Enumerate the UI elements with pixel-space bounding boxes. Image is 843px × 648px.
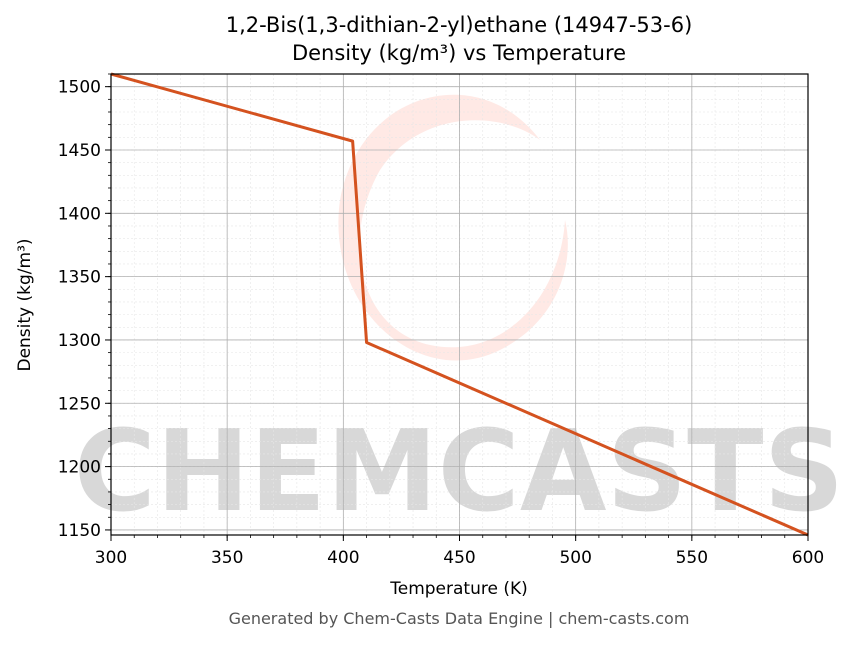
- grid: [105, 73, 809, 541]
- data-line: [110, 72, 809, 537]
- y-tick-label: 1400: [58, 204, 101, 224]
- x-tick-label: 300: [95, 548, 127, 568]
- y-tick-label: 1300: [58, 331, 101, 351]
- x-tick-label: 350: [211, 548, 243, 568]
- x-tick-label: 500: [559, 548, 591, 568]
- x-tick-label: 550: [676, 548, 708, 568]
- y-tick-label: 1350: [58, 268, 101, 288]
- x-tick-label: 450: [443, 548, 475, 568]
- y-tick-label: 1450: [58, 141, 101, 161]
- chart-subtitle: Density (kg/m³) vs Temperature: [292, 41, 626, 65]
- x-axis-label: Temperature (K): [389, 579, 528, 599]
- y-tick-label: 1250: [58, 394, 101, 414]
- x-tick-label: 400: [327, 548, 359, 568]
- y-tick-label: 1500: [58, 78, 101, 98]
- y-tick-label: 1150: [58, 521, 101, 541]
- y-tick-label: 1200: [58, 458, 101, 478]
- chart-title: 1,2-Bis(1,3-dithian-2-yl)ethane (14947-5…: [226, 13, 693, 37]
- y-axis-label: Density (kg/m³): [15, 238, 35, 371]
- plot-frame: [110, 73, 809, 536]
- plot: [110, 72, 809, 537]
- x-tick-label: 600: [792, 548, 824, 568]
- footer: Generated by Chem-Casts Data Engine | ch…: [229, 609, 690, 628]
